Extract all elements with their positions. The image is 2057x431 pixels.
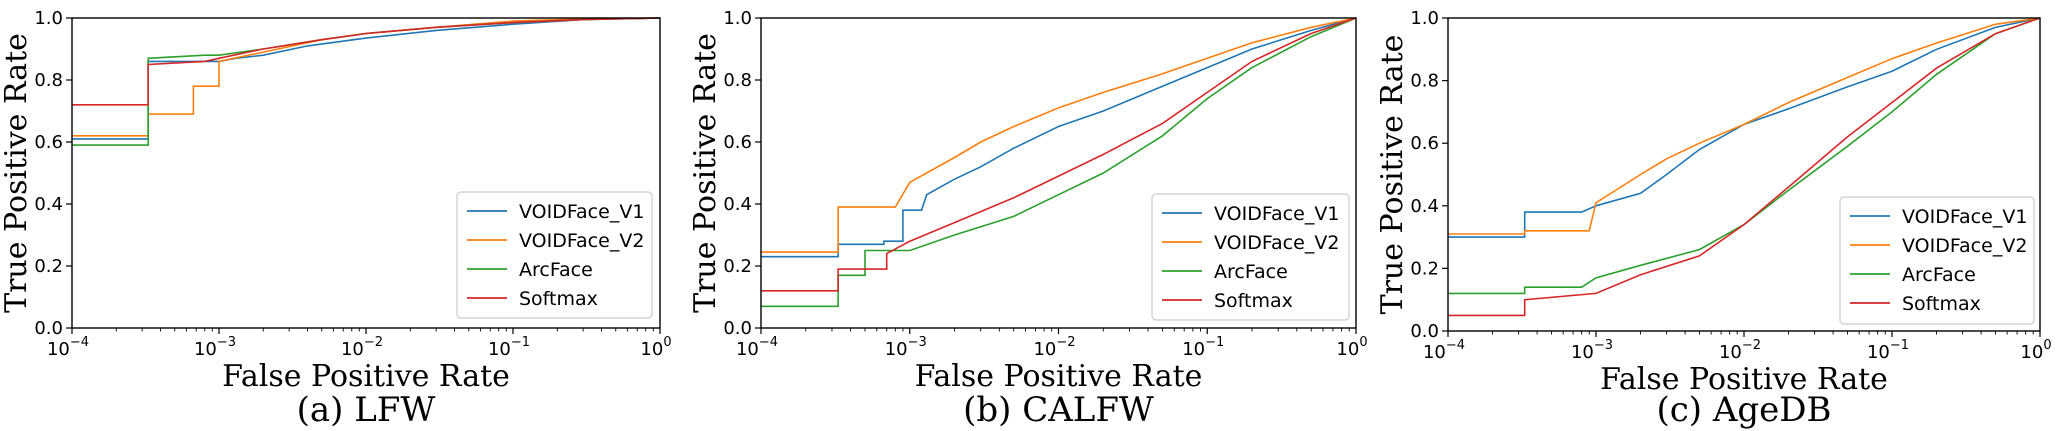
y-axis-label: True Positive Rate [688, 33, 723, 313]
legend-entry-label: VOIDFace_V2 [519, 230, 644, 252]
legend-box [456, 191, 653, 319]
chart-panel-2: 0.0 0.2 0.4 0.6 0.8 1.0 10−4 10−3 10−2 10−1 100 Fal… [688, 8, 1368, 430]
series-line-voidface-v1 [72, 17, 661, 140]
panel-caption: (c) AgeDB [1656, 390, 1831, 430]
series-group [761, 17, 1357, 308]
y-tick-label: 0.0 [723, 318, 752, 339]
series-group [1448, 17, 2041, 317]
x-tick-label: 10−1 [1867, 338, 1909, 363]
x-tick-label: 10−2 [1033, 335, 1075, 360]
x-tick-label: 10−4 [1423, 338, 1465, 363]
legend-entry-label: VOIDFace_V1 [1902, 206, 2027, 228]
legend-entry-label: VOIDFace_V2 [1214, 232, 1339, 254]
x-tick-label: 100 [2020, 338, 2051, 363]
x-axis-label: False Positive Rate [1600, 362, 1888, 397]
y-tick-label: 0.8 [34, 70, 63, 91]
x-tick-label: 100 [1336, 335, 1367, 360]
x-tick-label: 10−1 [488, 335, 530, 360]
x-tick-label: 10−4 [47, 335, 89, 360]
x-tick-label: 10−4 [736, 335, 778, 360]
legend: VOIDFace_V1 VOIDFace_V2 ArcFace Softmax [1839, 196, 2035, 325]
series-line-arcface [761, 17, 1357, 308]
y-tick-label: 0.6 [34, 132, 63, 153]
panel-caption: (a) LFW [297, 390, 436, 430]
x-tick-label: 10−1 [1182, 335, 1224, 360]
legend-entry-label: ArcFace [519, 259, 593, 281]
y-tick-label: 0.6 [1410, 133, 1439, 154]
series-line-arcface [72, 17, 661, 146]
y-tick-label: 0.8 [723, 70, 752, 91]
y-tick-label: 0.2 [34, 256, 63, 277]
legend-box [1151, 193, 1350, 321]
y-tick-label: 0.4 [723, 194, 752, 215]
y-tick-label: 0.0 [1410, 321, 1439, 342]
series-line-voidface-v2 [761, 17, 1357, 253]
series-line-voidface-v1 [1448, 17, 2041, 238]
series-line-softmax [72, 17, 661, 106]
legend: VOIDFace_V1 VOIDFace_V2 ArcFace Softmax [456, 191, 653, 319]
chart-panel-1: 0.0 0.2 0.4 0.6 0.8 1.0 10−4 10−3 10−2 10−1 100 Fal… [0, 8, 672, 430]
legend-entry-label: ArcFace [1214, 261, 1288, 283]
legend: VOIDFace_V1 VOIDFace_V2 ArcFace Softmax [1151, 193, 1350, 321]
y-tick-label: 0.4 [34, 194, 63, 215]
x-axis-label: False Positive Rate [915, 359, 1203, 394]
legend-entry-label: ArcFace [1902, 264, 1976, 286]
x-tick-label: 100 [640, 335, 671, 360]
series-line-voidface-v2 [1448, 17, 2041, 235]
y-tick-label: 0.0 [34, 318, 63, 339]
series-line-softmax [1448, 17, 2041, 317]
legend-entry-label: VOIDFace_V1 [519, 201, 644, 223]
legend-entry-label: VOIDFace_V1 [1214, 203, 1339, 225]
x-tick-label: 10−3 [1571, 338, 1613, 363]
y-tick-label: 1.0 [34, 8, 63, 29]
x-tick-label: 10−3 [885, 335, 927, 360]
x-tick-label: 10−2 [341, 335, 383, 360]
x-axis-label: False Positive Rate [222, 359, 510, 394]
y-tick-label: 1.0 [723, 8, 752, 29]
legend-box [1839, 196, 2035, 325]
y-tick-label: 0.8 [1410, 71, 1439, 92]
panel-caption: (b) CALFW [963, 390, 1154, 430]
y-axis-label: True Positive Rate [1375, 35, 1410, 315]
y-tick-label: 1.0 [1410, 8, 1439, 29]
y-tick-label: 0.4 [1410, 196, 1439, 217]
legend-entry-label: VOIDFace_V2 [1902, 235, 2027, 257]
legend-entry-label: Softmax [1214, 290, 1293, 312]
series-line-voidface-v2 [72, 17, 661, 137]
series-line-softmax [761, 17, 1357, 292]
legend-entry-label: Softmax [1902, 293, 1981, 315]
x-tick-label: 10−2 [1719, 338, 1761, 363]
x-tick-label: 10−3 [194, 335, 236, 360]
series-group [72, 17, 661, 146]
y-tick-label: 0.2 [1410, 258, 1439, 279]
y-axis-label: True Positive Rate [0, 33, 34, 313]
chart-panel-3: 0.0 0.2 0.4 0.6 0.8 1.0 10−4 10−3 10−2 10−1 100 Fal… [1375, 8, 2052, 430]
series-line-voidface-v1 [761, 17, 1357, 258]
y-tick-label: 0.2 [723, 256, 752, 277]
series-line-arcface [1448, 17, 2041, 295]
legend-entry-label: Softmax [519, 288, 598, 310]
y-tick-label: 0.6 [723, 132, 752, 153]
